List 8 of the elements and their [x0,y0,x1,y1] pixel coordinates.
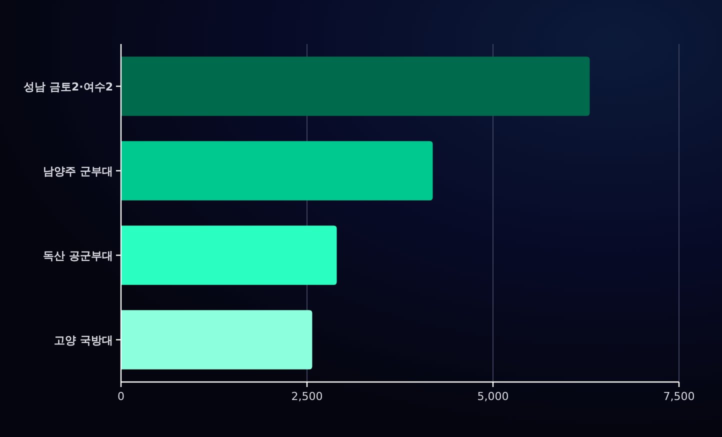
y-tick-label: 고양 국방대 [54,334,113,347]
x-tick-label: 0 [118,390,124,403]
x-tick-label: 5,000 [477,390,509,403]
y-tick-label: 남양주 군부대 [43,164,113,178]
y-tick-label: 독산 공군부대 [43,249,113,262]
y-tick-label: 성남 금토2·여수2 [24,80,113,94]
x-tick-label: 7,500 [663,390,695,403]
x-tick-label: 2,500 [291,390,323,403]
